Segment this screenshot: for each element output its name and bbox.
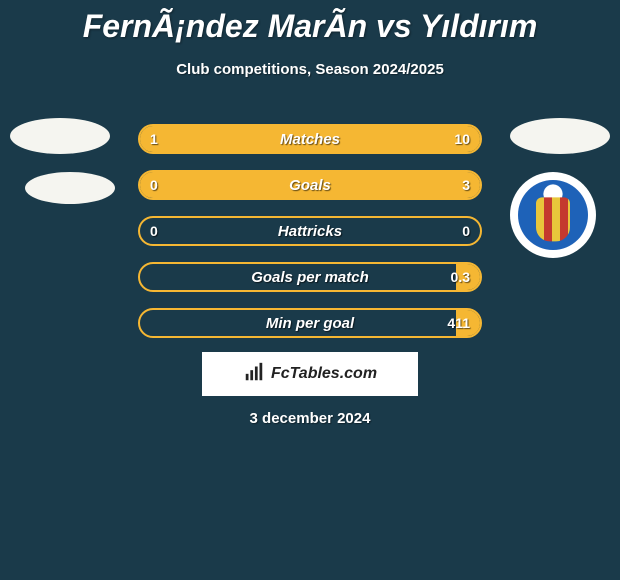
stat-value-right: 0	[462, 223, 470, 239]
date-text: 3 december 2024	[250, 410, 371, 427]
attribution-badge[interactable]: FcTables.com	[202, 352, 418, 396]
stat-value-right: 411	[447, 315, 470, 331]
stat-value-right: 0.3	[451, 269, 470, 285]
stat-value-left: 0	[150, 223, 158, 239]
stat-label: Min per goal	[266, 315, 354, 332]
stat-value-right: 10	[454, 131, 470, 147]
stats-container: 1 Matches 10 0 Goals 3 0 Hattricks 0 Goals per ma…	[138, 124, 482, 354]
stat-value-left: 1	[150, 131, 158, 147]
stat-label: Goals per match	[251, 269, 369, 286]
stat-row: 1 Matches 10	[138, 124, 482, 154]
stat-label: Matches	[280, 131, 340, 148]
stat-label: Goals	[289, 177, 331, 194]
player-left-club-logo-2	[25, 172, 115, 204]
stat-row: 0 Hattricks 0	[138, 216, 482, 246]
attribution-text: FcTables.com	[271, 365, 377, 383]
player-left-logos	[10, 118, 115, 222]
stat-value-right: 3	[462, 177, 470, 193]
stat-label: Hattricks	[278, 223, 342, 240]
stat-value-left: 0	[150, 177, 158, 193]
player-left-club-logo-1	[10, 118, 110, 154]
stat-row: Min per goal 411	[138, 308, 482, 338]
player-right-logos	[510, 118, 610, 258]
stat-row: Goals per match 0.3	[138, 262, 482, 292]
stat-row: 0 Goals 3	[138, 170, 482, 200]
chart-icon	[243, 361, 265, 388]
player-right-club-logo-1	[510, 118, 610, 154]
page-title: FernÃ¡ndez MarÃ­n vs Yıldırım	[0, 0, 620, 45]
player-right-club-badge	[510, 172, 596, 258]
subtitle: Club competitions, Season 2024/2025	[0, 61, 620, 78]
